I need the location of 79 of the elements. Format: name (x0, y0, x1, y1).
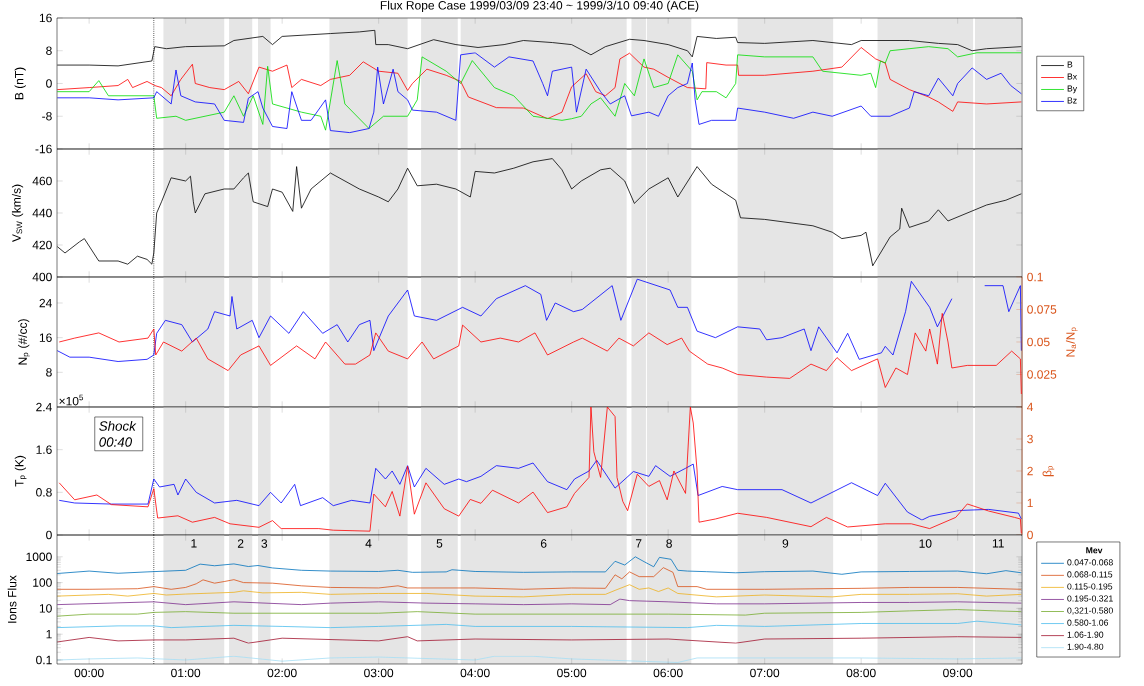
band-label: 1 (191, 539, 197, 548)
legend-label: By (1067, 85, 1078, 94)
y-tick-label: 8 (46, 368, 52, 377)
line-series (57, 620, 1022, 629)
line-series (58, 459, 1022, 521)
legend-label: B (1067, 61, 1073, 68)
y-tick-label: 440 (32, 208, 52, 218)
legend-label: 1.06-1.90 (1067, 631, 1104, 638)
y-tick-label: 400 (32, 272, 52, 282)
y-axis-title: Ions Flux (7, 575, 17, 623)
y-axis-title: V$_{SW}$ (km/s) (11, 184, 24, 243)
y-tick-label: 0 (46, 530, 52, 540)
y-tick-label: 16 (39, 333, 52, 342)
y2-tick-label: 0.025 (1027, 370, 1057, 379)
band-label: 3 (261, 539, 268, 548)
y-tick-label: 460 (32, 176, 52, 186)
y-tick-label: 420 (32, 240, 52, 250)
band-label: 11 (992, 539, 1004, 548)
y2-tick-label: 1 (1027, 498, 1033, 508)
y2-tick-label: 0.1 (1027, 272, 1043, 282)
y-tick-label: 1.6 (36, 445, 52, 454)
chart-title: Flux Rope Case 1999/03/09 23:40 ~ 1999/3/10 09:40 (ACE) (380, 0, 699, 12)
x-tick-label: 09:00 (943, 668, 973, 678)
line-series (57, 567, 1022, 590)
line-series (57, 556, 1022, 575)
y2-tick-label: 2 (1027, 466, 1033, 476)
x-tick-label: 07:00 (750, 668, 780, 678)
band-label: 5 (436, 539, 443, 548)
y-tick-label: 16 (39, 13, 52, 23)
y-tick-label: 1 (46, 630, 52, 639)
y-tick-label: -16 (35, 144, 52, 154)
band-label: 10 (919, 539, 932, 548)
y-tick-label: 0.8 (36, 488, 52, 497)
legend-label: 0.195-0.321 (1067, 595, 1113, 602)
y-tick-label: 10 (39, 604, 52, 613)
y2-tick-label: 0.075 (1027, 305, 1057, 314)
y-tick-label: 8 (46, 46, 52, 55)
x-tick-label: 02:00 (267, 668, 297, 678)
x-tick-label: 05:00 (557, 668, 587, 678)
band-label: 8 (666, 539, 672, 548)
line-series (58, 313, 1022, 395)
legend-label: Bz (1067, 97, 1077, 104)
legend-label: 0,321-0.580 (1067, 607, 1113, 615)
y-tick-label: 0.1 (36, 655, 52, 665)
band-label: 6 (540, 539, 547, 548)
y2-axis-title: β$_{p}$ (1042, 465, 1055, 477)
legend-title: Mev (1086, 547, 1103, 554)
y-axis-title: N$_{p}$ (#/cc) (18, 319, 30, 365)
band-label: 9 (782, 539, 789, 548)
band-label: 4 (365, 539, 372, 548)
x-tick-label: 08:00 (846, 668, 876, 678)
x-tick-label: 00:00 (74, 668, 104, 678)
y-axis-title: B (nT) (14, 67, 26, 100)
x-tick-label: 04:00 (460, 668, 490, 678)
annotation: ×10$^{5}$ (59, 394, 84, 406)
y2-tick-label: 4 (1027, 402, 1034, 412)
y-tick-label: 2.4 (36, 402, 52, 412)
legend-label: 0.047-0.068 (1067, 559, 1113, 566)
legend-label: 1.90-4.80 (1067, 643, 1104, 650)
x-tick-label: 01:00 (171, 668, 201, 678)
y-axis-title: T$_{p}$ (K) (14, 455, 27, 487)
legend-label: 0.115-0.195 (1067, 583, 1113, 590)
band-label: 2 (237, 539, 244, 548)
y2-axis-title: N$_{a}$/N$_{p}$ (1065, 327, 1078, 357)
y2-tick-label: 0 (1027, 530, 1033, 540)
y-tick-label: 0 (46, 79, 52, 88)
legend-label: Bx (1067, 73, 1078, 80)
y2-tick-label: 3 (1027, 434, 1033, 444)
legend-label: 0.580-1.06 (1067, 619, 1109, 626)
y-tick-label: -8 (42, 111, 52, 121)
y2-tick-label: 0.05 (1027, 337, 1050, 347)
y-tick-label: 1000 (26, 552, 52, 562)
band-label: 7 (635, 539, 642, 548)
annotation: Shock 00:40 (99, 420, 137, 447)
x-tick-label: 03:00 (364, 668, 394, 678)
x-tick-label: 06:00 (653, 668, 683, 678)
y-tick-label: 24 (39, 298, 52, 308)
legend-label: 0.068-0.115 (1067, 571, 1113, 578)
y-tick-label: 100 (33, 578, 52, 587)
